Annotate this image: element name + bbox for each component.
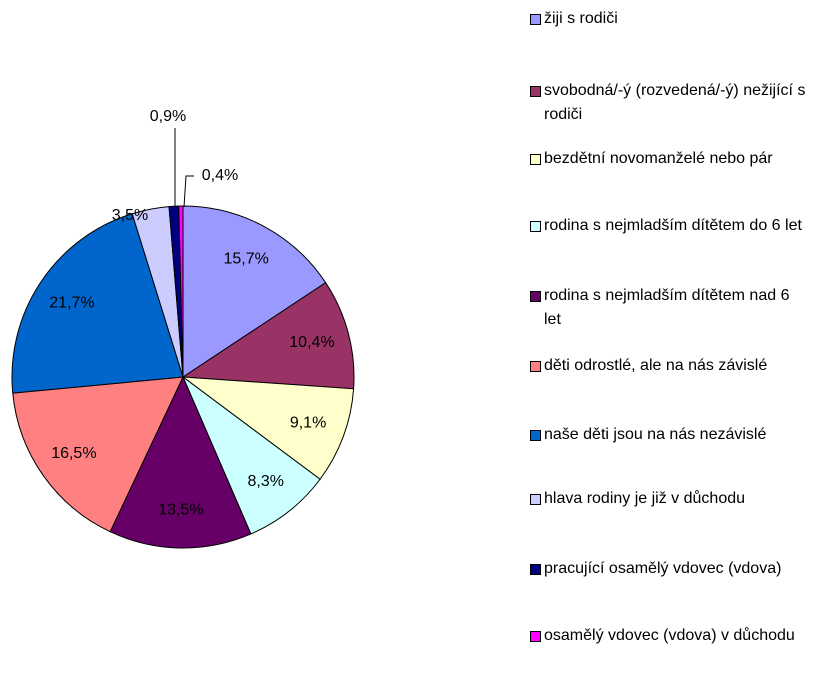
legend-swatch [530, 291, 541, 302]
legend-item: naše děti jsou na nás nezávislé [530, 423, 810, 447]
legend-swatch [530, 631, 541, 642]
legend-label: naše děti jsou na nás nezávislé [544, 426, 767, 443]
legend-label: děti odrostlé, ale na nás závislé [544, 357, 768, 374]
pie-slice [181, 375, 321, 535]
legend-label: osamělý vdovec (vdova) v důchodu [544, 627, 795, 644]
legend-label: hlava rodiny je již v důchodu [544, 490, 746, 507]
data-label: 9,1% [290, 415, 326, 432]
data-label: 16,5% [51, 445, 96, 462]
data-label: 15,7% [223, 251, 268, 268]
pie-slice [11, 213, 184, 394]
legend-swatch [530, 430, 541, 441]
legend-label: bezdětní novomanželé nebo pár [544, 150, 773, 167]
data-label: 0,9% [150, 108, 186, 125]
legend-label: pracující osamělý vdovec (vdova) [544, 560, 782, 577]
pie-slice [178, 205, 184, 378]
legend-swatch [530, 14, 541, 25]
legend-item: svobodná/-ý (rozvedená/-ý) nežijící s ro… [530, 79, 810, 127]
legend-label: svobodná/-ý (rozvedená/-ý) nežijící s ro… [544, 82, 806, 123]
legend-swatch [530, 361, 541, 372]
data-label: 3,5% [112, 207, 148, 224]
pie-slice [181, 281, 355, 390]
pie-slice [109, 375, 252, 549]
data-label: 13,5% [158, 502, 203, 519]
pie [11, 205, 355, 549]
legend-item: žiji s rodiči [530, 7, 810, 31]
legend-label: rodina s nejmladším dítětem do 6 let [544, 217, 802, 234]
pie-slice [182, 205, 327, 378]
legend-item: pracující osamělý vdovec (vdova) [530, 557, 810, 581]
leader-line [183, 175, 194, 208]
legend-item: děti odrostlé, ale na nás závislé [530, 354, 810, 378]
legend-item: rodina s nejmladším dítětem nad 6 let [530, 284, 810, 332]
legend-swatch [530, 564, 541, 575]
pie-slice [12, 376, 184, 533]
legend-item: osamělý vdovec (vdova) v důchodu [530, 624, 810, 648]
data-label: 10,4% [289, 334, 334, 351]
legend-label: rodina s nejmladším dítětem nad 6 let [544, 287, 790, 328]
legend-item: hlava rodiny je již v důchodu [530, 487, 810, 511]
data-label: 8,3% [248, 473, 284, 490]
data-labels: 15,7% 10,4% 9,1% 8,3% 13,5% 16,5% 21,7% 3,5% 0,9… [49, 108, 334, 518]
legend-swatch [530, 494, 541, 505]
legend-swatch [530, 86, 541, 97]
legend-item: rodina s nejmladším dítětem do 6 let [530, 214, 810, 238]
legend-swatch [530, 221, 541, 232]
legend-swatch [530, 154, 541, 165]
pie-slice [181, 376, 355, 480]
legend-item: bezdětní novomanželé nebo pár [530, 147, 810, 171]
data-label: 21,7% [49, 294, 94, 311]
legend-label: žiji s rodiči [544, 10, 618, 27]
data-label: 0,4% [202, 167, 238, 184]
